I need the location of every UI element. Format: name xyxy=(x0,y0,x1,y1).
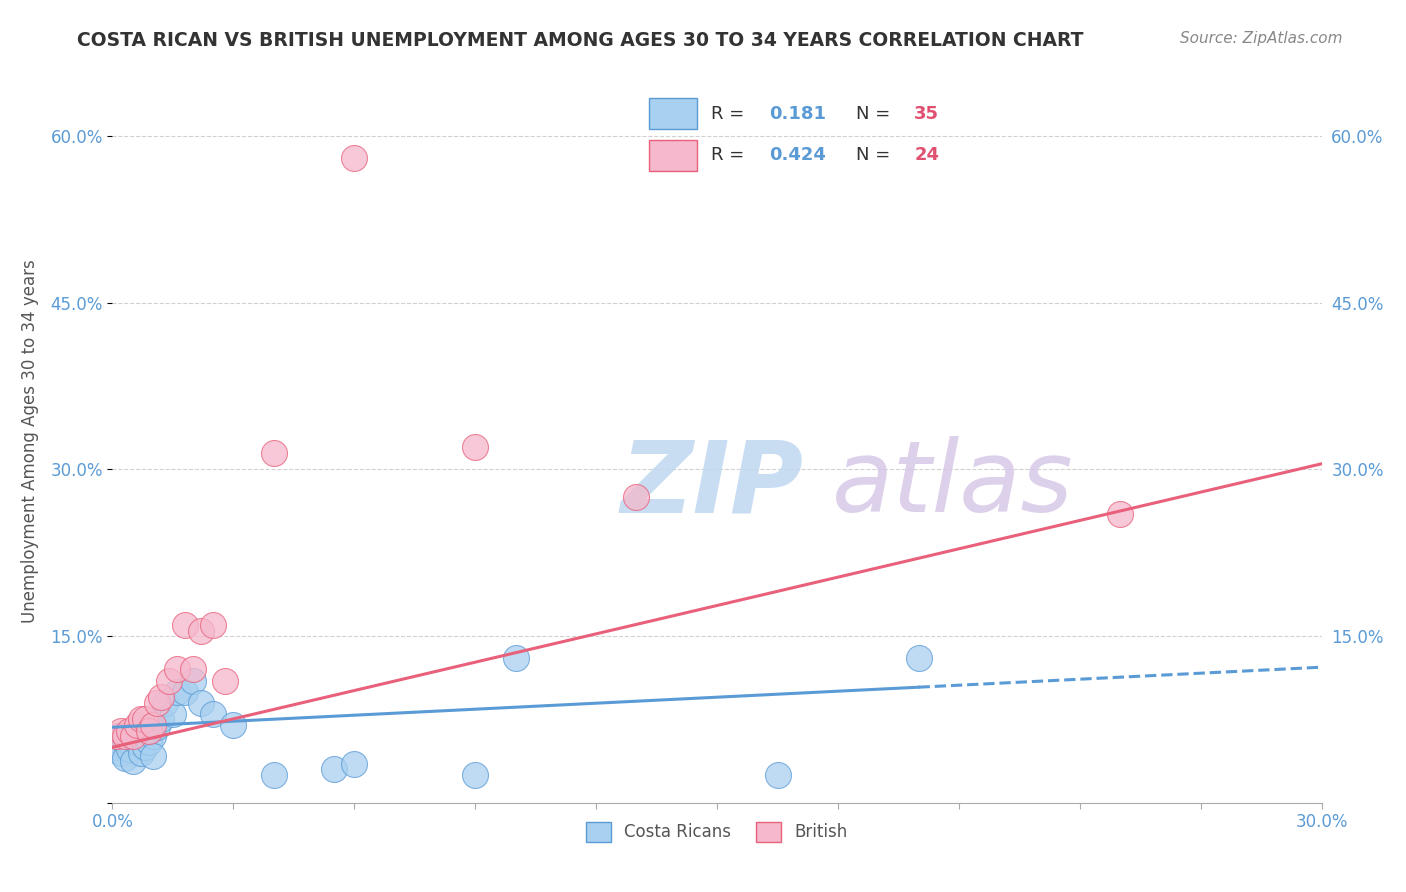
Point xyxy=(166,684,188,698)
Point xyxy=(166,662,188,676)
Point xyxy=(138,723,160,738)
Point xyxy=(125,718,148,732)
Text: ZIP: ZIP xyxy=(620,436,803,533)
Legend: Costa Ricans, British: Costa Ricans, British xyxy=(579,815,855,848)
Point xyxy=(138,734,160,748)
Point xyxy=(323,763,346,777)
Point xyxy=(114,729,136,743)
Point xyxy=(125,723,148,738)
Point xyxy=(117,742,139,756)
Point xyxy=(121,754,143,768)
Point xyxy=(134,713,156,727)
Point xyxy=(110,723,132,738)
Point xyxy=(121,729,143,743)
Point xyxy=(1109,507,1132,521)
Point xyxy=(149,713,172,727)
Point xyxy=(907,651,929,665)
Point xyxy=(117,723,139,738)
Point xyxy=(505,651,527,665)
Point xyxy=(110,746,132,760)
Point xyxy=(142,749,165,764)
Point xyxy=(343,756,366,771)
Point xyxy=(142,718,165,732)
Point xyxy=(114,751,136,765)
Point xyxy=(214,673,236,688)
Point xyxy=(464,440,486,454)
Point xyxy=(146,720,169,734)
Point xyxy=(134,740,156,755)
Point xyxy=(157,673,180,688)
Point xyxy=(134,720,156,734)
Point xyxy=(129,713,152,727)
Point xyxy=(464,768,486,782)
Point xyxy=(129,746,152,760)
Point xyxy=(343,151,366,165)
Point xyxy=(162,706,184,721)
Point xyxy=(174,684,197,698)
Point xyxy=(121,729,143,743)
Point xyxy=(766,768,789,782)
Point xyxy=(202,618,225,632)
Point xyxy=(129,727,152,741)
Text: COSTA RICAN VS BRITISH UNEMPLOYMENT AMONG AGES 30 TO 34 YEARS CORRELATION CHART: COSTA RICAN VS BRITISH UNEMPLOYMENT AMON… xyxy=(77,31,1084,50)
Point xyxy=(190,624,212,638)
Point xyxy=(142,729,165,743)
Point xyxy=(153,696,176,710)
Point xyxy=(174,618,197,632)
Point xyxy=(105,740,128,755)
Point xyxy=(626,490,648,504)
Point xyxy=(181,662,204,676)
Point xyxy=(125,734,148,748)
Point xyxy=(114,734,136,748)
Text: atlas: atlas xyxy=(832,436,1074,533)
Point xyxy=(181,673,204,688)
Point xyxy=(263,768,285,782)
Y-axis label: Unemployment Among Ages 30 to 34 years: Unemployment Among Ages 30 to 34 years xyxy=(21,260,39,624)
Point xyxy=(110,729,132,743)
Point xyxy=(117,734,139,748)
Point xyxy=(149,690,172,705)
Point xyxy=(105,729,128,743)
Text: Source: ZipAtlas.com: Source: ZipAtlas.com xyxy=(1180,31,1343,46)
Point xyxy=(263,445,285,459)
Point xyxy=(146,696,169,710)
Point xyxy=(202,706,225,721)
Point xyxy=(190,696,212,710)
Point xyxy=(222,718,245,732)
